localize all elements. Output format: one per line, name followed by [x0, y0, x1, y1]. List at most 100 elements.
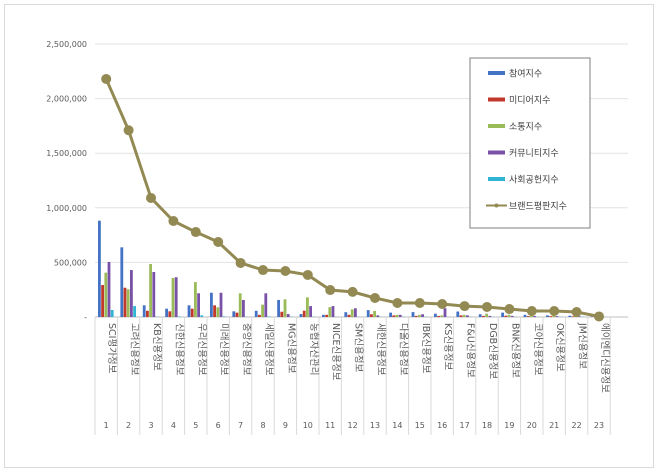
bar-2: [302, 310, 306, 317]
x-number-label: 13: [370, 421, 380, 430]
bar-1: [344, 312, 348, 317]
line-point: [370, 292, 380, 303]
x-category-label: DGB신용정보: [487, 323, 498, 379]
x-number-label: 11: [325, 421, 335, 430]
bar-1: [210, 292, 213, 317]
bar-4: [107, 261, 111, 317]
line-point: [392, 298, 403, 309]
bar-1: [523, 314, 527, 317]
bar-2: [347, 314, 351, 317]
line-point: [504, 304, 515, 315]
x-category-label: BNK신용정보: [509, 323, 520, 378]
bar-1: [501, 312, 504, 317]
legend-swatch: [488, 150, 505, 155]
bar-4: [286, 314, 290, 317]
y-tick-label: -: [84, 313, 87, 322]
bar-2: [168, 311, 172, 317]
bar-1: [366, 310, 370, 317]
y-tick-label: 1,500,000: [46, 149, 87, 158]
y-tick-label: 2,500,000: [46, 40, 87, 49]
line-point: [526, 305, 537, 316]
bar-4: [466, 315, 469, 317]
bar-4: [354, 308, 357, 317]
bar-5: [200, 315, 204, 317]
bar-1: [254, 310, 258, 317]
legend-swatch: [488, 124, 505, 128]
line-point: [482, 301, 492, 312]
bar-2: [325, 314, 328, 317]
bar-2: [370, 314, 373, 317]
bar-1: [187, 305, 191, 317]
bar-3: [171, 278, 175, 317]
bar-2: [482, 315, 485, 317]
line-point: [571, 306, 582, 317]
bar-2: [571, 316, 575, 317]
bar-2: [213, 305, 216, 317]
bar-1: [411, 312, 415, 317]
bar-4: [242, 299, 245, 317]
x-category-label: F&U신용정보: [465, 323, 476, 378]
bar-4: [331, 306, 335, 317]
x-category-label: 새한신용정보: [375, 323, 386, 376]
x-category-label: 세일신용정보: [263, 323, 274, 376]
bar-1: [165, 308, 168, 317]
x-category-label: JM신용정보: [577, 322, 588, 369]
bar-2: [392, 315, 396, 317]
x-number-label: 6: [216, 421, 221, 430]
legend-label: 사회공헌지수: [509, 175, 559, 186]
bar-4: [309, 306, 312, 317]
bar-5: [222, 316, 226, 317]
bar-5: [133, 306, 136, 317]
x-number-label: 4: [171, 421, 176, 430]
bar-4: [488, 315, 492, 317]
bar-3: [194, 282, 197, 317]
chart-frame: [4, 4, 654, 468]
x-category-label: SCI평가정보: [106, 323, 117, 374]
line-point: [101, 73, 112, 84]
bar-4: [443, 308, 447, 317]
bar-3: [104, 272, 108, 317]
bar-3: [418, 314, 421, 317]
bar-2: [190, 308, 194, 317]
line-point: [437, 299, 448, 310]
x-number-label: 21: [549, 421, 559, 430]
bar-1: [98, 220, 101, 317]
legend-box: [469, 57, 591, 229]
x-number-label: 9: [283, 421, 288, 430]
line-point: [459, 301, 470, 312]
x-category-label: MG신용정보: [285, 323, 296, 374]
x-number-label: 19: [504, 421, 514, 430]
line-point: [190, 227, 201, 238]
bar-2: [258, 314, 261, 317]
bar-2: [146, 310, 149, 317]
x-category-label: IBK신용정보: [420, 323, 431, 374]
bar-3: [216, 307, 220, 317]
x-number-label: 5: [193, 421, 198, 430]
x-category-label: 에이엔디신용정보: [599, 323, 610, 393]
bar-3: [462, 314, 466, 317]
x-number-label: 1: [104, 421, 109, 430]
bar-1: [142, 305, 146, 317]
line-point: [168, 216, 179, 227]
bar-3: [552, 315, 556, 317]
line-point: [213, 236, 224, 247]
bar-2: [549, 316, 552, 317]
y-tick-label: 1,000,000: [46, 204, 87, 213]
x-category-label: 중앙신용정보: [241, 323, 253, 376]
legend-swatch: [488, 177, 505, 181]
x-number-label: 17: [460, 421, 470, 430]
x-category-label: 코아신용정보: [532, 323, 543, 376]
line-point: [549, 305, 560, 316]
x-category-label: NICE신용정보: [330, 323, 341, 381]
x-number-label: 7: [238, 421, 243, 430]
bar-3: [306, 297, 309, 317]
legend-label: 소통지수: [509, 122, 542, 133]
bar-1: [277, 299, 280, 317]
x-number-label: 16: [437, 421, 447, 430]
bar-1: [478, 314, 482, 317]
bar-5: [110, 310, 114, 317]
x-number-label: 15: [415, 421, 425, 430]
line-point: [302, 269, 313, 280]
